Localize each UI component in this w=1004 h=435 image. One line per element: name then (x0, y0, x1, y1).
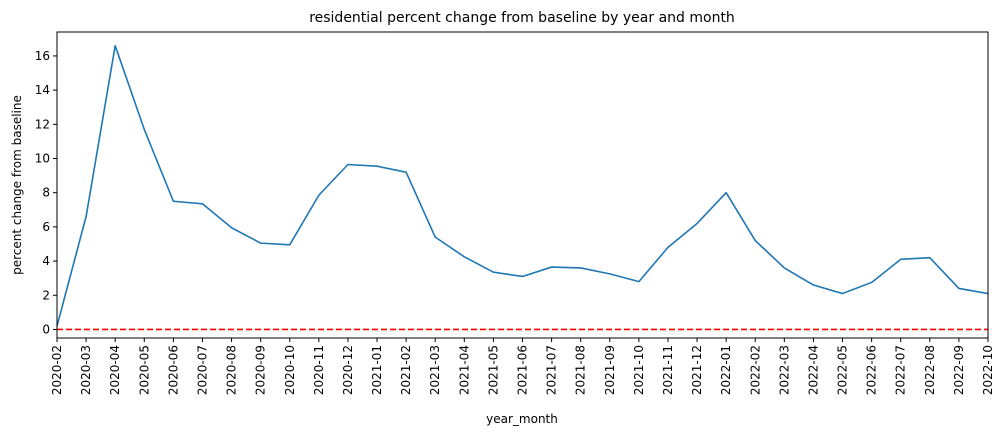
x-tick-label: 2020-04 (108, 345, 122, 395)
x-tick-label: 2021-12 (690, 345, 704, 395)
x-tick-label: 2022-07 (894, 345, 908, 395)
x-tick-label: 2022-03 (777, 345, 791, 395)
x-tick-label: 2020-05 (137, 345, 151, 395)
x-tick-label: 2022-08 (923, 345, 937, 395)
y-tick-label: 16 (35, 49, 50, 63)
x-tick-label: 2021-07 (545, 345, 559, 395)
x-tick-label: 2020-03 (79, 345, 93, 395)
x-tick-label: 2021-05 (486, 345, 500, 395)
x-tick-label: 2020-06 (166, 345, 180, 395)
y-tick-label: 14 (35, 83, 50, 97)
chart-title: residential percent change from baseline… (309, 10, 735, 26)
x-tick-label: 2021-11 (661, 345, 675, 395)
x-tick-label: 2022-04 (806, 345, 820, 395)
x-tick-label: 2021-10 (632, 345, 646, 395)
x-tick-label: 2021-04 (457, 345, 471, 395)
x-tick-label: 2022-09 (952, 345, 966, 395)
plot-frame (56, 31, 989, 339)
y-tick-label: 0 (42, 322, 50, 336)
x-tick-label: 2022-05 (836, 345, 850, 395)
x-tick-label: 2020-10 (283, 345, 297, 395)
x-tick-label: 2021-06 (516, 345, 530, 395)
x-tick-label: 2021-02 (399, 345, 413, 395)
y-tick-label: 8 (42, 186, 50, 200)
x-tick-label: 2022-10 (981, 345, 995, 395)
series-line (56, 44, 989, 327)
x-tick-label: 2020-02 (50, 345, 64, 395)
x-tick-label: 2022-01 (719, 345, 733, 395)
y-tick-label: 4 (42, 254, 50, 268)
x-tick-label: 2021-01 (370, 345, 384, 395)
x-tick-label: 2020-12 (341, 345, 355, 395)
x-tick-label: 2020-09 (254, 345, 268, 395)
x-tick-label: 2022-06 (865, 345, 879, 395)
y-tick-label: 6 (42, 220, 50, 234)
x-tick-label: 2022-02 (748, 345, 762, 395)
x-axis-label: year_month (486, 412, 558, 426)
x-tick-label: 2020-11 (312, 345, 326, 395)
x-tick-label: 2020-07 (195, 345, 209, 395)
y-tick-label: 12 (35, 117, 50, 131)
x-axis: 2020-02 2020-03 2020-04 2020-05 2020-06 2020-… (50, 338, 995, 395)
x-tick-label: 2021-03 (428, 345, 442, 395)
x-tick-label: 2021-09 (603, 345, 617, 395)
y-tick-label: 10 (35, 152, 50, 166)
y-axis-label: percent change from baseline (10, 95, 24, 275)
x-tick-label: 2021-08 (574, 345, 588, 395)
x-tick-label: 2020-08 (225, 345, 239, 395)
y-axis: 0 2 4 6 8 10 12 14 16 (35, 49, 57, 336)
y-tick-label: 2 (42, 288, 50, 302)
